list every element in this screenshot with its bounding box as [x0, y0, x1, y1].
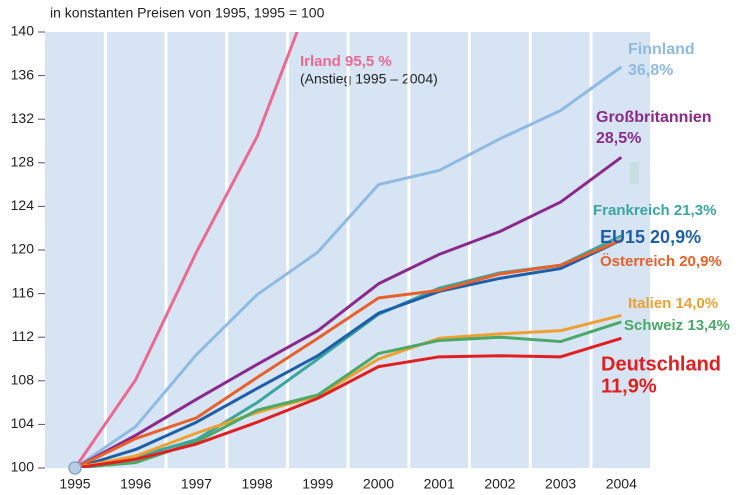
series-end-label: 11,9%	[601, 375, 657, 397]
series-name: Irland	[300, 53, 341, 70]
x-tick-label: 1999	[302, 476, 333, 492]
series-name: Österreich	[600, 253, 675, 270]
y-tick-label: 136	[11, 66, 35, 82]
series-name: Frankreich	[593, 202, 670, 219]
series-label: EU15 20,9%	[600, 227, 701, 247]
x-tick-label: 2004	[606, 476, 637, 492]
annotation: (Anstieg 1995 – 2004)	[300, 71, 438, 87]
series-end-label: 21,3%	[674, 202, 717, 219]
y-tick-label: 116	[12, 284, 35, 300]
lines	[73, 32, 623, 468]
series-line	[74, 156, 623, 468]
y-tick-label: 140	[11, 23, 35, 39]
series-end-label: 20,9%	[650, 227, 701, 247]
y-tick-label: 120	[11, 241, 35, 257]
series-name: Deutschland	[601, 353, 721, 375]
series-end-label: 28,5%	[596, 130, 641, 147]
y-tick-label: 112	[12, 328, 35, 344]
series-label: Österreich 20,9%	[600, 253, 722, 270]
series-name: Italien	[628, 295, 671, 312]
series-line	[74, 336, 622, 468]
x-tick-label: 2002	[484, 476, 515, 492]
series-line	[74, 313, 622, 468]
x-tick-label: 2000	[363, 476, 394, 492]
series-label: Schweiz 13,4%	[624, 317, 730, 334]
series-end-label: 36,8%	[628, 62, 673, 79]
series-line	[74, 65, 623, 468]
y-tick-label: 104	[11, 415, 35, 431]
series-end-label: 13,4%	[687, 317, 730, 334]
series-name: Finnland	[628, 41, 695, 58]
series-end-label: 14,0%	[676, 295, 719, 312]
series-name: Schweiz	[624, 317, 683, 334]
series-name: Großbritannien	[596, 109, 712, 126]
series-name: EU15	[600, 227, 645, 247]
series-line	[74, 238, 622, 468]
x-tick-label: 1998	[242, 476, 273, 492]
x-tick-label: 1995	[59, 476, 90, 492]
series-end-label: 20,9%	[679, 253, 722, 270]
x-tick-label: 1996	[120, 476, 151, 492]
y-tick-label: 128	[11, 154, 35, 170]
series-label: Irland 95,5 %	[300, 53, 392, 70]
x-tick-label: 1997	[181, 476, 212, 492]
series-label: Frankreich 21,3%	[593, 202, 716, 219]
y-tick-label: 100	[11, 459, 35, 475]
subtitle: in konstanten Preisen von 1995, 1995 = 1…	[50, 5, 325, 21]
series-end-label: 95,5 %	[345, 53, 392, 70]
y-tick-label: 132	[11, 110, 35, 126]
y-tick-label: 124	[11, 197, 35, 213]
decoration	[630, 162, 639, 184]
series-line	[74, 238, 622, 468]
series-line	[73, 32, 299, 468]
y-tick-label: 108	[11, 372, 35, 388]
x-tick-label: 2003	[545, 476, 576, 492]
series-label: Italien 14,0%	[628, 295, 718, 312]
x-tick-label: 2001	[424, 476, 455, 492]
origin-marker	[68, 461, 82, 475]
